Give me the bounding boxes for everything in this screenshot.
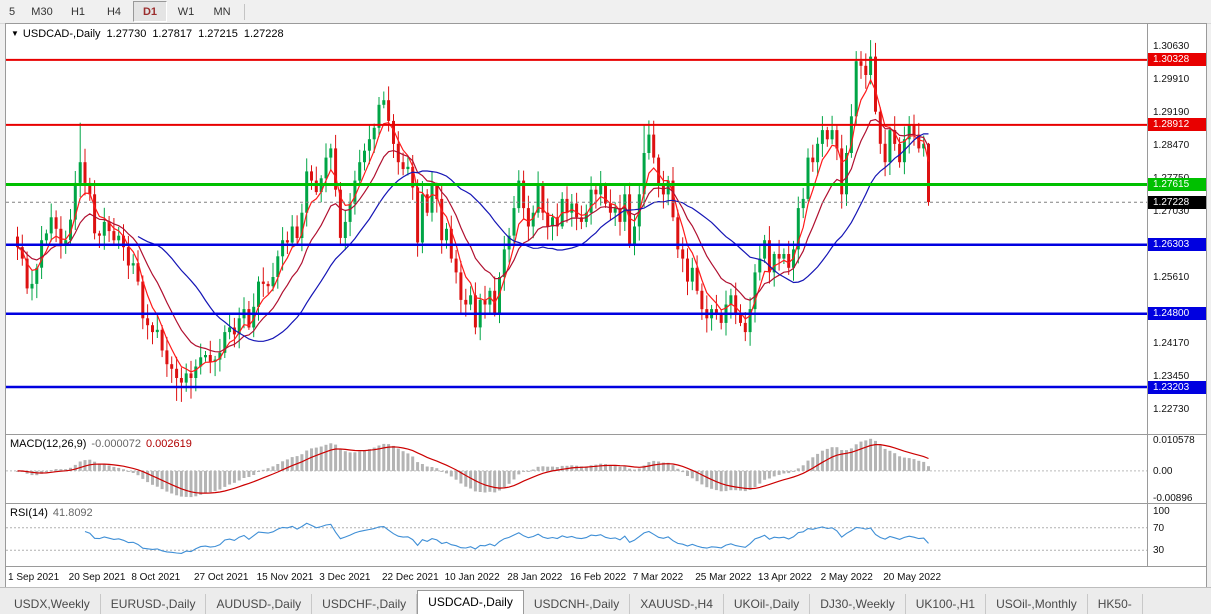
- macd-label: MACD(12,26,9) -0.000072 0.002619: [10, 438, 192, 450]
- date-label: 15 Nov 2021: [256, 572, 314, 583]
- date-label: 13 Apr 2022: [757, 572, 812, 583]
- date-label: 1 Sep 2021: [8, 572, 60, 583]
- timeframe-button-h1[interactable]: H1: [70, 5, 86, 18]
- price-line-label: 1.28912: [1148, 118, 1206, 132]
- date-label: 7 Mar 2022: [632, 572, 684, 583]
- chart-tab-eurusd-daily[interactable]: EURUSD-,Daily: [101, 594, 207, 614]
- date-label: 3 Dec 2021: [319, 572, 371, 583]
- symbol-dropdown-icon[interactable]: ▼: [11, 29, 19, 38]
- date-label: 22 Dec 2021: [381, 572, 439, 583]
- price-tick: 1.25610: [1153, 271, 1190, 283]
- macd-tick: 0.010578: [1153, 435, 1195, 446]
- chart-symbol-label: USDCAD-,Daily: [22, 28, 101, 40]
- price-line-label: 1.27615: [1148, 177, 1206, 191]
- macd-canvas: [6, 438, 1148, 498]
- timeframe-button-m30[interactable]: M30: [31, 5, 53, 18]
- rsi-pane: RSI(14) 41.8092 100 70 30: [6, 504, 1206, 567]
- rsi-label: RSI(14) 41.8092: [10, 507, 93, 519]
- price-line-label: 1.30328: [1148, 53, 1206, 67]
- rsi-tick: 30: [1153, 545, 1165, 557]
- date-label: 27 Oct 2021: [193, 572, 249, 583]
- rsi-plot[interactable]: [6, 504, 1148, 566]
- rsi-value: 41.8092: [52, 507, 93, 519]
- ohlc-close: 1.27228: [243, 28, 284, 40]
- timeframe-button-w1[interactable]: W1: [177, 5, 195, 18]
- date-label: 10 Jan 2022: [444, 572, 500, 583]
- price-tick: 1.27030: [1153, 206, 1190, 218]
- price-tick: 1.22730: [1153, 403, 1190, 415]
- bid-price-label: 1.27228: [1148, 195, 1206, 209]
- macd-plot[interactable]: [6, 435, 1148, 503]
- chart-tab-xauusd-h4[interactable]: XAUUSD-,H4: [630, 594, 724, 614]
- macd-name: MACD(12,26,9): [10, 438, 87, 450]
- chart-window: ▼ USDCAD-,Daily 1.27730 1.27817 1.27215 1.272…: [5, 23, 1207, 590]
- timeframe-button-5[interactable]: 5: [8, 5, 16, 18]
- chart-tab-dj30-weekly[interactable]: DJ30-,Weekly: [810, 594, 906, 614]
- chart-tab-bar: USDX,Weekly EURUSD-,Daily AUDUSD-,Daily USD…: [0, 587, 1211, 614]
- toolbar-separator: [244, 3, 245, 20]
- date-label: 20 Sep 2021: [68, 572, 126, 583]
- chart-tab-audusd-daily[interactable]: AUDUSD-,Daily: [206, 594, 313, 614]
- date-label: 16 Feb 2022: [569, 572, 627, 583]
- rsi-canvas: [6, 522, 1148, 554]
- ohlc-high: 1.27817: [152, 28, 193, 40]
- rsi-tick: 100: [1153, 505, 1170, 517]
- timeframe-button-d1[interactable]: D1: [133, 1, 167, 22]
- macd-pane: MACD(12,26,9) -0.000072 0.002619 0.010578 0…: [6, 435, 1206, 504]
- price-tick: 1.28470: [1153, 140, 1190, 152]
- time-axis[interactable]: 1 Sep 2021 20 Sep 2021 8 Oct 2021 27 Oct 20…: [6, 567, 1206, 589]
- ohlc-low: 1.27215: [198, 28, 238, 40]
- chart-tab-ukoil-daily[interactable]: UKOil-,Daily: [724, 594, 811, 614]
- price-tick: 1.30630: [1153, 41, 1190, 53]
- chart-tab-usdchf-daily[interactable]: USDCHF-,Daily: [312, 594, 418, 614]
- date-label: 2 May 2022: [820, 572, 873, 583]
- chart-tab-usdx-weekly[interactable]: USDX,Weekly: [4, 594, 101, 614]
- macd-main-value: -0.000072: [91, 438, 141, 450]
- price-tick: 1.23450: [1153, 370, 1190, 382]
- date-label: 8 Oct 2021: [131, 572, 181, 583]
- date-label: 20 May 2022: [883, 572, 942, 583]
- chart-tab-usdcad-daily[interactable]: USDCAD-,Daily: [417, 590, 524, 614]
- timeframe-toolbar: 5 M30 H1 H4 D1 W1 MN: [0, 0, 1211, 24]
- macd-axis[interactable]: 0.010578 0.00 -0.00896: [1147, 435, 1206, 503]
- timeframe-button-group: 5 M30 H1 H4 D1 W1 MN: [0, 1, 240, 22]
- candlestick-canvas: [6, 40, 1148, 402]
- candlestick-chart-plot[interactable]: [6, 24, 1148, 434]
- rsi-tick: 70: [1153, 522, 1165, 534]
- timeframe-button-h4[interactable]: H4: [106, 5, 122, 18]
- date-label: 28 Jan 2022: [507, 572, 563, 583]
- rsi-axis[interactable]: 100 70 30: [1147, 504, 1206, 566]
- date-label: 25 Mar 2022: [695, 572, 752, 583]
- price-line-label: 1.26303: [1148, 238, 1206, 252]
- rsi-name: RSI(14): [10, 507, 48, 519]
- price-tick: 1.24170: [1153, 337, 1190, 349]
- price-line-label: 1.24800: [1148, 307, 1206, 321]
- chart-tab-usdcnh-daily[interactable]: USDCNH-,Daily: [524, 594, 631, 614]
- price-axis[interactable]: 1.306301.299101.291901.284701.277501.270…: [1147, 24, 1206, 434]
- price-tick: 1.29910: [1153, 74, 1190, 86]
- chart-title: ▼ USDCAD-,Daily 1.27730 1.27817 1.27215 1.272…: [11, 28, 284, 40]
- ohlc-open: 1.27730: [106, 28, 147, 40]
- price-pane: ▼ USDCAD-,Daily 1.27730 1.27817 1.27215 1.272…: [6, 24, 1206, 435]
- price-line-label: 1.23203: [1148, 380, 1206, 394]
- macd-tick: -0.00896: [1153, 493, 1193, 503]
- macd-tick: 0.00: [1153, 465, 1173, 477]
- timeframe-button-mn[interactable]: MN: [213, 5, 231, 18]
- chart-tab-uk100-h1[interactable]: UK100-,H1: [906, 594, 987, 614]
- chart-tab-usoil-monthly[interactable]: USOil-,Monthly: [986, 594, 1088, 614]
- macd-signal-value: 0.002619: [145, 438, 192, 450]
- chart-tab-hk50[interactable]: HK50-: [1088, 594, 1143, 614]
- price-tick: 1.29190: [1153, 107, 1190, 119]
